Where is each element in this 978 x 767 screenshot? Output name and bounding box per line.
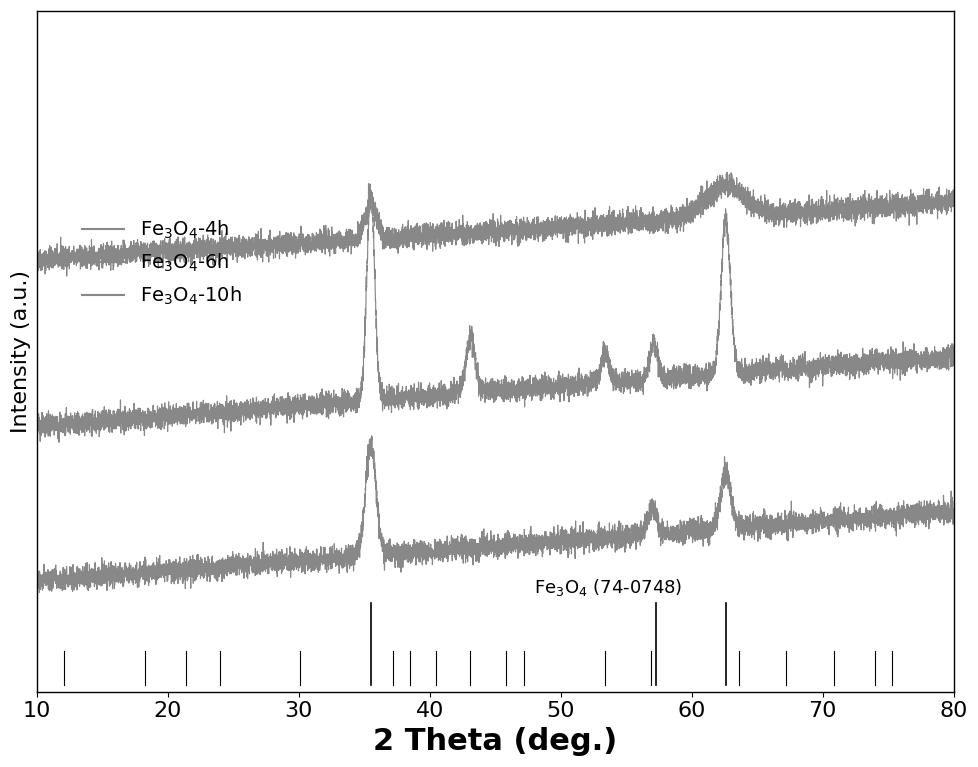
Text: Fe$_3$O$_4$ (74-0748): Fe$_3$O$_4$ (74-0748) — [534, 577, 683, 597]
X-axis label: 2 Theta (deg.): 2 Theta (deg.) — [373, 727, 617, 756]
Legend: Fe$_3$O$_4$-4h, Fe$_3$O$_4$-6h, Fe$_3$O$_4$-10h: Fe$_3$O$_4$-4h, Fe$_3$O$_4$-6h, Fe$_3$O$… — [73, 212, 249, 315]
Y-axis label: Intensity (a.u.): Intensity (a.u.) — [11, 270, 31, 433]
